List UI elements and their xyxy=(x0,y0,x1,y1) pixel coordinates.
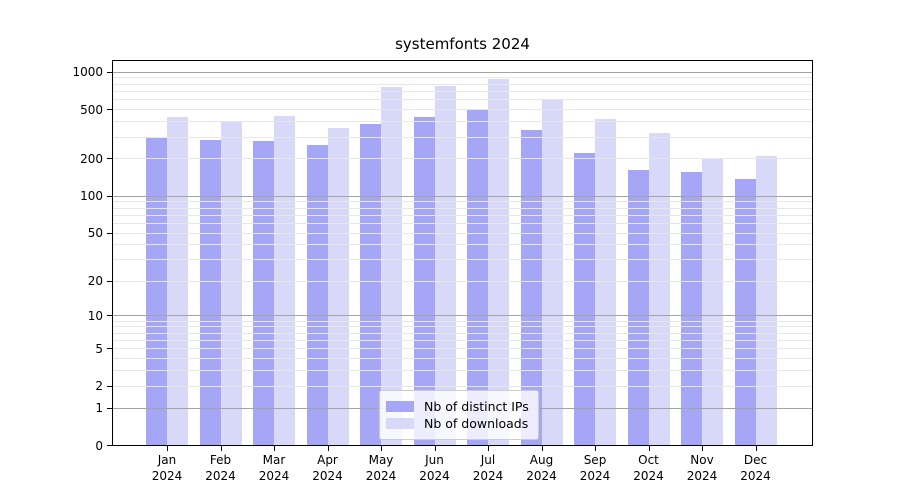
y-tick xyxy=(107,445,112,446)
x-tick-label: Oct 2024 xyxy=(633,453,664,483)
bar-distinct-ips xyxy=(146,136,167,445)
y-tick-label: 1 xyxy=(95,401,103,416)
bar-downloads xyxy=(167,117,188,445)
y-tick xyxy=(107,348,112,350)
x-tick-label: Mar 2024 xyxy=(258,453,290,483)
plot-area: Nb of distinct IPs Nb of downloads xyxy=(112,60,813,446)
x-tick-label: Jul 2024 xyxy=(472,453,504,483)
y-tick-label: 500 xyxy=(80,102,103,117)
y-tick-label: 50 xyxy=(87,226,103,241)
x-tick-label: Apr 2024 xyxy=(312,453,343,483)
gridline-minor xyxy=(113,83,812,85)
x-tick xyxy=(381,446,382,451)
x-tick-label: Dec 2024 xyxy=(740,453,771,483)
legend-entry-downloads: Nb of downloads xyxy=(386,415,532,432)
x-tick-label: Nov 2024 xyxy=(686,453,718,483)
x-tick-label: Sep 2024 xyxy=(579,453,611,483)
y-tick xyxy=(107,232,112,234)
gridline-minor xyxy=(113,136,812,138)
bar-distinct-ips xyxy=(734,179,756,445)
x-tick xyxy=(274,446,275,451)
y-tick-label: 0 xyxy=(95,438,103,453)
x-tick xyxy=(220,446,222,451)
x-tick xyxy=(702,446,703,451)
y-tick-label: 20 xyxy=(87,274,103,289)
gridline-minor xyxy=(113,121,812,123)
legend-label-distinct-ips: Nb of distinct IPs xyxy=(424,399,529,414)
y-tick-label: 5 xyxy=(95,341,103,356)
y-tick xyxy=(107,158,112,160)
y-tick xyxy=(107,109,112,111)
y-tick xyxy=(107,195,112,197)
x-tick xyxy=(434,446,436,451)
bar-downloads xyxy=(648,133,670,445)
bar-downloads xyxy=(488,79,509,445)
x-tick-label: May 2024 xyxy=(365,453,397,483)
x-tick-label: Jan 2024 xyxy=(151,453,183,483)
y-tick-label: 100 xyxy=(80,189,103,204)
bar-distinct-ips xyxy=(360,123,381,445)
x-tick xyxy=(488,446,489,451)
x-tick xyxy=(648,446,650,451)
bar-downloads xyxy=(595,119,616,445)
legend-swatch-downloads xyxy=(386,418,414,429)
bar-distinct-ips xyxy=(520,129,542,445)
x-tick xyxy=(755,446,757,451)
y-tick xyxy=(107,280,112,282)
y-tick-label: 1000 xyxy=(72,65,103,80)
bar-downloads xyxy=(381,86,402,445)
bar-downloads xyxy=(755,156,777,445)
x-tick-label: Jun 2024 xyxy=(419,453,450,483)
bar-distinct-ips xyxy=(253,140,274,445)
x-tick xyxy=(595,446,596,451)
gridline-minor xyxy=(113,109,812,111)
x-tick-label: Aug 2024 xyxy=(526,453,557,483)
bar-distinct-ips xyxy=(467,110,488,445)
bar-distinct-ips xyxy=(574,153,595,445)
bar-distinct-ips xyxy=(199,140,221,445)
bar-downloads xyxy=(702,158,723,445)
legend-label-downloads: Nb of downloads xyxy=(424,416,529,431)
bar-downloads xyxy=(220,121,242,445)
y-tick-label: 200 xyxy=(80,151,103,166)
y-tick xyxy=(107,385,112,387)
bar-downloads xyxy=(327,128,349,445)
bar-distinct-ips xyxy=(306,145,328,445)
bar-downloads xyxy=(274,116,295,445)
x-tick xyxy=(167,446,168,451)
bar-distinct-ips xyxy=(627,169,649,445)
y-tick-label: 10 xyxy=(87,308,103,323)
legend-entry-distinct-ips: Nb of distinct IPs xyxy=(386,398,532,415)
gridline-minor xyxy=(113,99,812,101)
y-tick xyxy=(107,407,112,409)
x-tick xyxy=(327,446,329,451)
gridline-major xyxy=(113,71,812,73)
x-tick-label: Feb 2024 xyxy=(205,453,236,483)
y-tick xyxy=(107,315,112,317)
bar-downloads xyxy=(541,98,563,445)
y-tick xyxy=(107,71,112,73)
bar-downloads xyxy=(434,85,456,445)
x-tick xyxy=(541,446,543,451)
legend: Nb of distinct IPs Nb of downloads xyxy=(379,390,539,440)
gridline-minor xyxy=(113,77,812,79)
chart-title: systemfonts 2024 xyxy=(395,35,530,53)
gridline-minor xyxy=(113,90,812,92)
y-tick-label: 2 xyxy=(95,379,103,394)
legend-swatch-distinct-ips xyxy=(386,401,414,412)
bar-distinct-ips xyxy=(681,171,702,445)
